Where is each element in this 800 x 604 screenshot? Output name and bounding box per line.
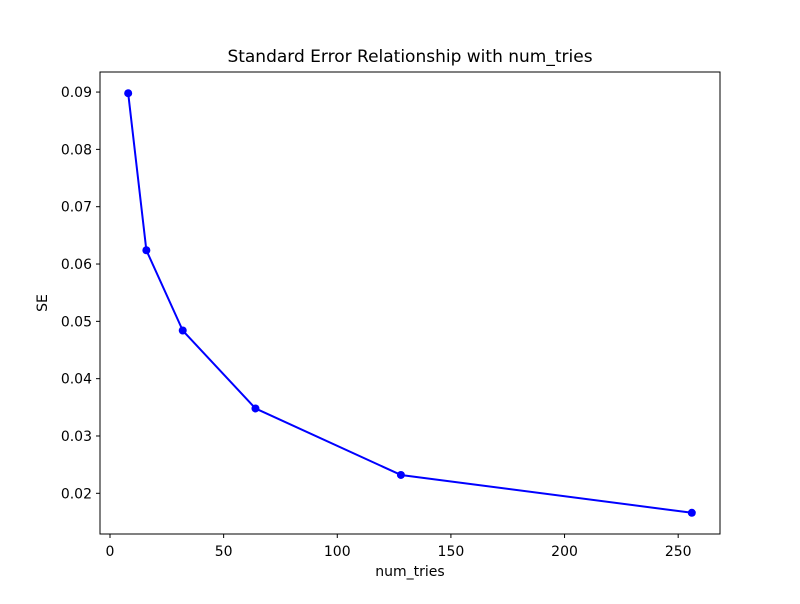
data-point	[396, 470, 405, 479]
y-tick-label: 0.05	[61, 314, 92, 330]
data-series	[124, 89, 696, 517]
data-point	[687, 508, 696, 517]
y-axis-ticks: 0.02 0.03 0.04 0.05 0.06 0.07 0.08 0.09	[61, 85, 100, 502]
data-point	[142, 246, 151, 255]
data-line	[127, 92, 693, 514]
y-tick-label: 0.02	[61, 486, 92, 502]
y-tick-label: 0.06	[61, 257, 92, 273]
y-tick-label: 0.07	[61, 200, 92, 216]
x-axis-label: num_tries	[375, 564, 444, 580]
data-point	[178, 326, 187, 335]
y-tick-label: 0.09	[61, 85, 92, 101]
y-tick-label: 0.04	[61, 372, 92, 388]
y-tick-label: 0.08	[61, 142, 92, 158]
x-tick-label: 100	[324, 544, 351, 560]
x-axis-ticks: 0 50 100 150 200 250	[106, 534, 692, 560]
data-point	[124, 89, 133, 98]
x-tick-label: 150	[438, 544, 465, 560]
chart-title: Standard Error Relationship with num_tri…	[227, 47, 592, 67]
axes-frame	[99, 71, 721, 535]
x-tick-label: 200	[551, 544, 578, 560]
data-point	[251, 404, 260, 413]
y-tick-label: 0.03	[61, 429, 92, 445]
x-tick-label: 50	[215, 544, 233, 560]
y-axis-label: SE	[35, 294, 51, 312]
x-tick-label: 0	[106, 544, 115, 560]
x-tick-label: 250	[665, 544, 692, 560]
